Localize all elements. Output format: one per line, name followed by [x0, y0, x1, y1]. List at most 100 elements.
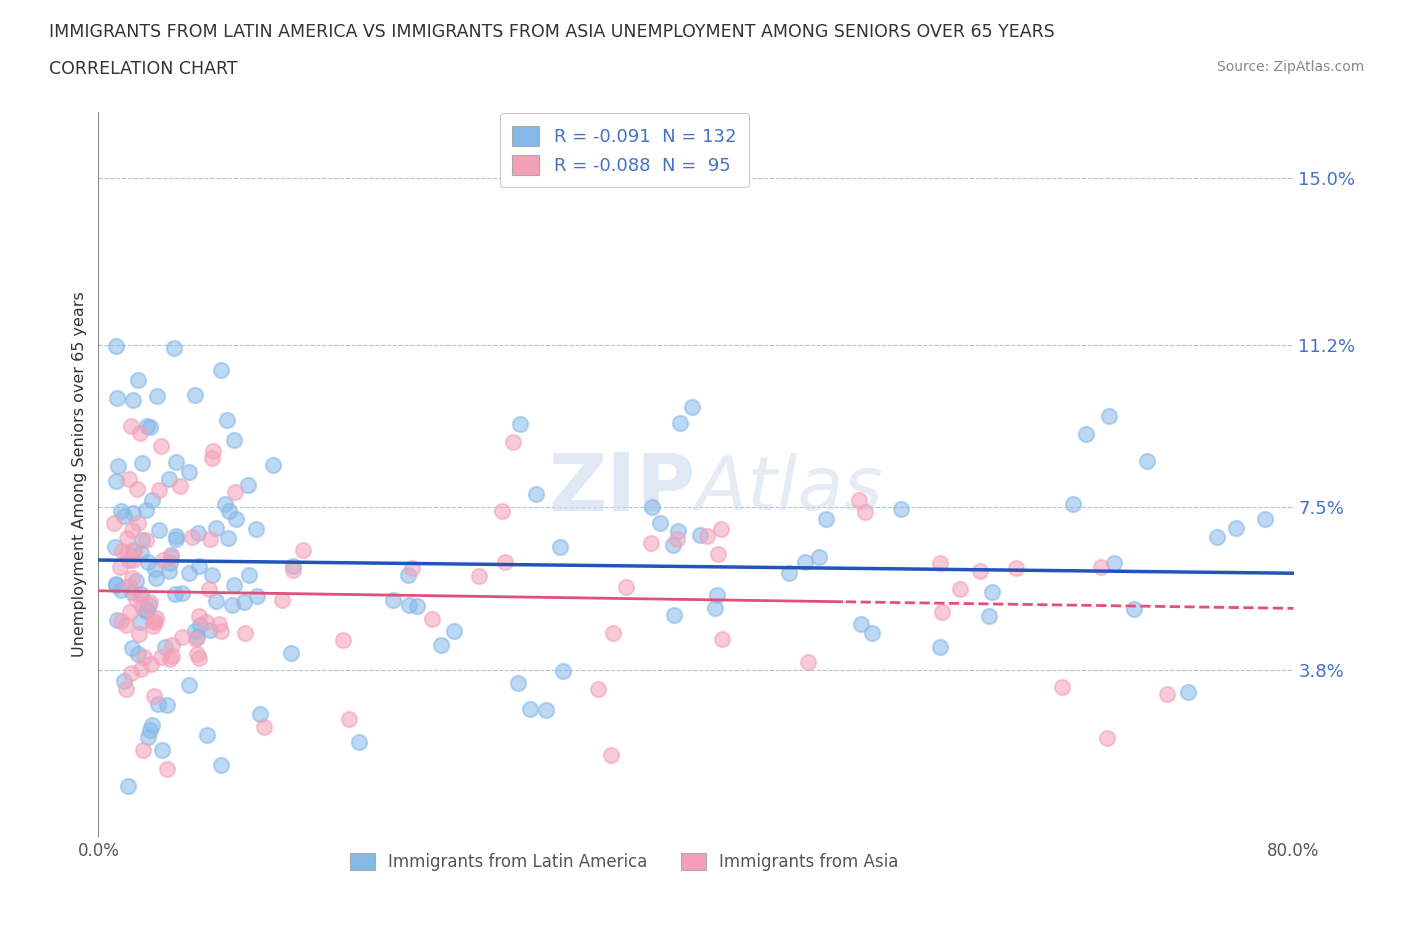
Point [420, 611, 443, 626]
Point [139, 723, 162, 737]
Point [135, 604, 157, 618]
Point [225, 512, 247, 526]
Point [681, 400, 703, 415]
Point [337, 711, 360, 726]
Point [134, 649, 156, 664]
Point [666, 524, 689, 538]
Point [793, 554, 815, 569]
Point [406, 598, 429, 613]
Point [209, 624, 232, 639]
Point [1098, 408, 1121, 423]
Point [122, 552, 145, 567]
Point [851, 617, 873, 631]
Point [149, 649, 172, 664]
Point [430, 637, 453, 652]
Point [135, 418, 157, 433]
Point [707, 546, 730, 561]
Point [641, 499, 664, 514]
Point [118, 578, 141, 593]
Point [118, 552, 141, 567]
Point [224, 578, 246, 592]
Legend: Immigrants from Latin America, Immigrants from Asia: Immigrants from Latin America, Immigrant… [342, 844, 907, 880]
Point [110, 614, 132, 629]
Point [163, 340, 186, 355]
Point [145, 570, 167, 585]
Point [198, 622, 221, 637]
Point [1177, 684, 1199, 699]
Point [217, 531, 239, 546]
Point [1206, 529, 1229, 544]
Point [131, 456, 153, 471]
Point [165, 454, 187, 469]
Point [124, 544, 146, 559]
Point [931, 604, 953, 619]
Point [165, 531, 187, 546]
Point [148, 523, 170, 538]
Text: IMMIGRANTS FROM LATIN AMERICA VS IMMIGRANTS FROM ASIA UNEMPLOYMENT AMONG SENIORS: IMMIGRANTS FROM LATIN AMERICA VS IMMIGRA… [49, 23, 1054, 41]
Point [1005, 561, 1028, 576]
Point [253, 720, 276, 735]
Point [187, 608, 209, 623]
Point [890, 501, 912, 516]
Point [648, 516, 671, 531]
Point [614, 579, 637, 594]
Point [138, 598, 160, 613]
Point [169, 478, 191, 493]
Point [128, 426, 150, 441]
Point [160, 638, 183, 653]
Point [122, 542, 145, 557]
Point [195, 728, 218, 743]
Point [548, 539, 571, 554]
Point [184, 631, 207, 646]
Point [929, 639, 952, 654]
Point [179, 565, 201, 580]
Point [104, 577, 127, 591]
Point [1225, 521, 1247, 536]
Point [696, 528, 718, 543]
Point [188, 618, 211, 632]
Point [127, 373, 149, 388]
Point [120, 666, 142, 681]
Point [524, 486, 547, 501]
Point [188, 651, 211, 666]
Point [121, 641, 143, 656]
Point [155, 698, 177, 712]
Point [112, 509, 135, 524]
Point [184, 623, 207, 638]
Point [291, 543, 314, 558]
Point [165, 529, 187, 544]
Point [848, 492, 870, 507]
Point [159, 555, 181, 570]
Text: Source: ZipAtlas.com: Source: ZipAtlas.com [1216, 60, 1364, 74]
Point [142, 688, 165, 703]
Point [108, 560, 131, 575]
Point [204, 593, 226, 608]
Point [1254, 512, 1277, 526]
Point [662, 607, 685, 622]
Point [131, 533, 153, 548]
Point [145, 389, 167, 404]
Point [162, 649, 184, 664]
Point [246, 589, 269, 604]
Point [160, 550, 183, 565]
Point [104, 339, 127, 353]
Point [236, 477, 259, 492]
Point [136, 729, 159, 744]
Point [156, 762, 179, 777]
Point [1076, 427, 1098, 442]
Point [979, 608, 1001, 623]
Point [117, 531, 139, 546]
Point [814, 512, 837, 526]
Point [382, 592, 405, 607]
Point [602, 626, 624, 641]
Point [139, 657, 162, 671]
Point [1135, 453, 1157, 468]
Point [129, 587, 152, 602]
Point [519, 702, 541, 717]
Point [706, 587, 728, 602]
Point [502, 434, 524, 449]
Point [1102, 555, 1125, 570]
Point [271, 592, 294, 607]
Point [280, 645, 302, 660]
Point [506, 676, 529, 691]
